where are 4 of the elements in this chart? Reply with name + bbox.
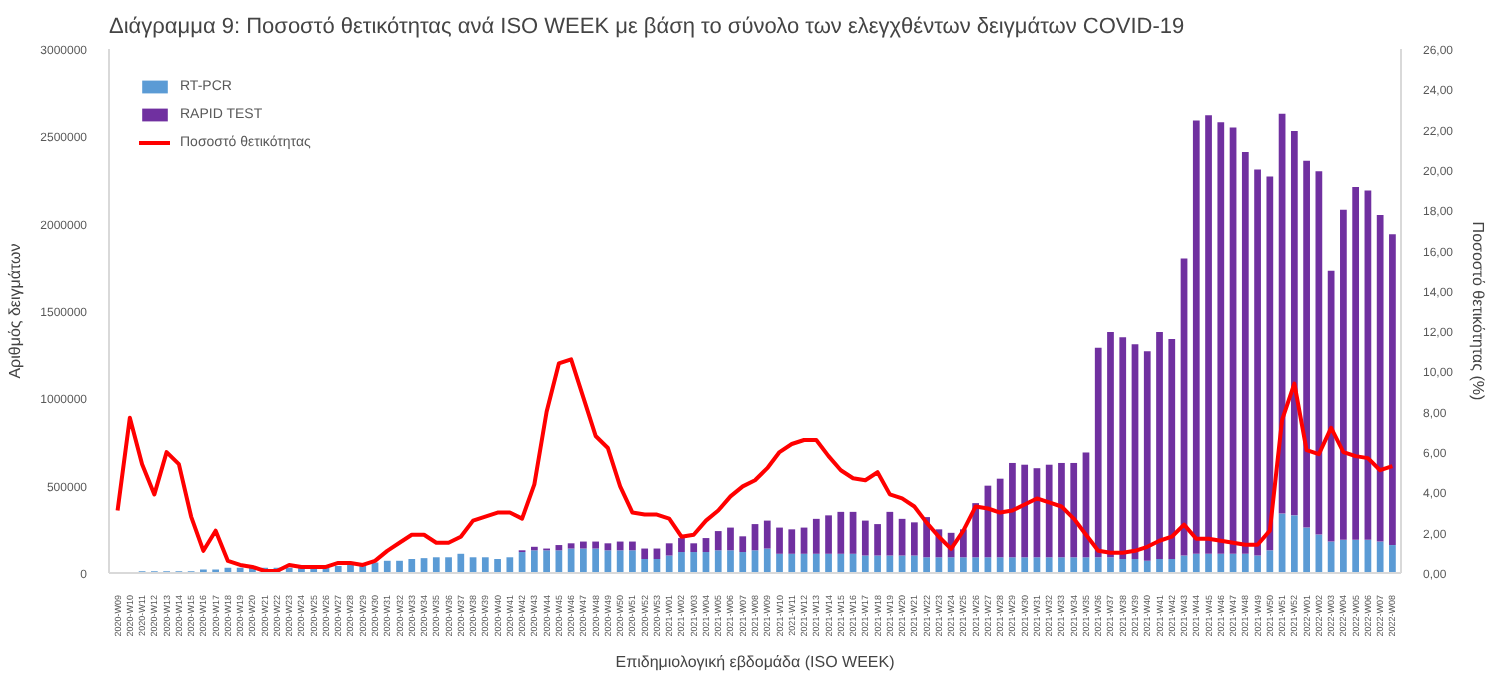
chart-title: Διάγραμμα 9: Ποσοστό θετικότητας ανά ISO WEEK με βάση το σύνολο των ελεγχθέντων δειγμάτων COVID-19 bbox=[109, 15, 1185, 39]
y2-axis-title: Ποσοστό θετικότητας (%) bbox=[1469, 221, 1488, 402]
y-axis-title: Αριθμός δειγμάτων bbox=[6, 243, 25, 379]
x-axis-title: Επιδημιολογική εβδομάδα (ISO WEEK) bbox=[615, 652, 896, 671]
